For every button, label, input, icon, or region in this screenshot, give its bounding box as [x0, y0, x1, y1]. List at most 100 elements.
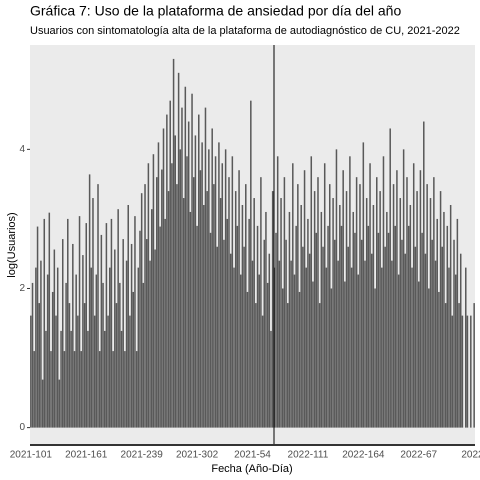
bar: [424, 253, 427, 428]
bar: [473, 303, 475, 428]
bar: [100, 234, 103, 428]
bar: [300, 205, 302, 428]
bar: [122, 239, 124, 428]
bar: [327, 225, 329, 428]
bar: [140, 193, 143, 428]
bar: [159, 226, 161, 428]
bar: [349, 156, 351, 428]
bar: [137, 267, 140, 428]
bar: [384, 246, 386, 428]
bar: [63, 351, 66, 428]
bar: [164, 218, 166, 428]
bar: [347, 246, 349, 428]
bar: [436, 218, 438, 428]
bar: [271, 191, 274, 428]
bar: [449, 205, 452, 428]
bar: [169, 100, 171, 428]
bar: [337, 260, 339, 428]
bar: [135, 351, 138, 428]
bar: [465, 267, 467, 428]
bar: [389, 128, 391, 428]
bar: [144, 184, 146, 428]
bar: [317, 177, 319, 428]
bar: [125, 260, 128, 428]
bar: [161, 169, 163, 428]
bar: [456, 218, 459, 428]
bar: [382, 156, 385, 428]
bar: [334, 239, 336, 428]
bar: [130, 243, 133, 428]
bar: [150, 209, 153, 428]
bar: [261, 315, 264, 428]
bar: [258, 274, 260, 428]
bar: [119, 282, 121, 428]
bar: [466, 315, 469, 428]
bar: [303, 170, 306, 428]
bar: [243, 246, 245, 428]
bar: [40, 260, 42, 428]
bar: [211, 128, 213, 428]
bar: [412, 163, 415, 428]
bar: [459, 253, 462, 428]
bar: [114, 249, 116, 428]
bar: [149, 260, 151, 428]
bar: [181, 107, 183, 428]
bar: [292, 163, 294, 428]
y-tick-label: 2: [19, 283, 25, 294]
bar: [208, 149, 210, 428]
bar: [339, 205, 341, 428]
bar: [112, 351, 114, 428]
bar: [53, 249, 56, 428]
bar: [233, 267, 235, 428]
bar: [98, 351, 101, 428]
bar: [72, 243, 74, 428]
bar: [127, 205, 129, 428]
bar: [399, 198, 402, 428]
bar: [372, 205, 375, 428]
bar: [248, 218, 250, 428]
bar: [187, 121, 190, 428]
bar: [315, 232, 318, 428]
bar: [470, 315, 472, 428]
bar: [255, 303, 257, 428]
bar: [33, 351, 35, 428]
bar: [90, 267, 93, 428]
chart-subtitle: Usuarios con sintomatología alta de la p…: [30, 25, 460, 37]
bar: [229, 253, 232, 428]
bar: [196, 225, 198, 428]
bar: [325, 267, 328, 428]
bar: [359, 184, 361, 428]
bar: [218, 142, 220, 428]
bar: [234, 191, 237, 428]
bar: [56, 267, 59, 428]
bar: [313, 191, 316, 428]
bar: [156, 177, 158, 428]
bar: [287, 303, 289, 428]
bar: [276, 156, 279, 428]
bar: [352, 211, 355, 428]
bar: [107, 315, 109, 428]
chart-title: Gráfica 7: Uso de la plataforma de ansie…: [30, 3, 401, 19]
bar: [423, 121, 425, 428]
bar: [434, 260, 437, 428]
bar: [260, 177, 262, 428]
bar: [253, 198, 255, 428]
bar: [256, 225, 259, 428]
x-tick-label: 2022-164: [342, 450, 385, 461]
bar: [50, 351, 52, 428]
bar: [386, 211, 388, 428]
bar: [134, 216, 136, 428]
bar: [129, 315, 131, 428]
bar: [186, 156, 188, 428]
bar: [438, 291, 440, 428]
bar: [147, 163, 150, 428]
bar: [43, 218, 46, 428]
bar: [224, 149, 227, 428]
bar: [102, 282, 104, 428]
bar: [251, 260, 254, 428]
bar: [394, 225, 396, 428]
bar: [209, 232, 212, 428]
bar: [332, 198, 334, 428]
x-tick-label: 2021-161: [65, 450, 108, 461]
bar: [172, 58, 175, 428]
